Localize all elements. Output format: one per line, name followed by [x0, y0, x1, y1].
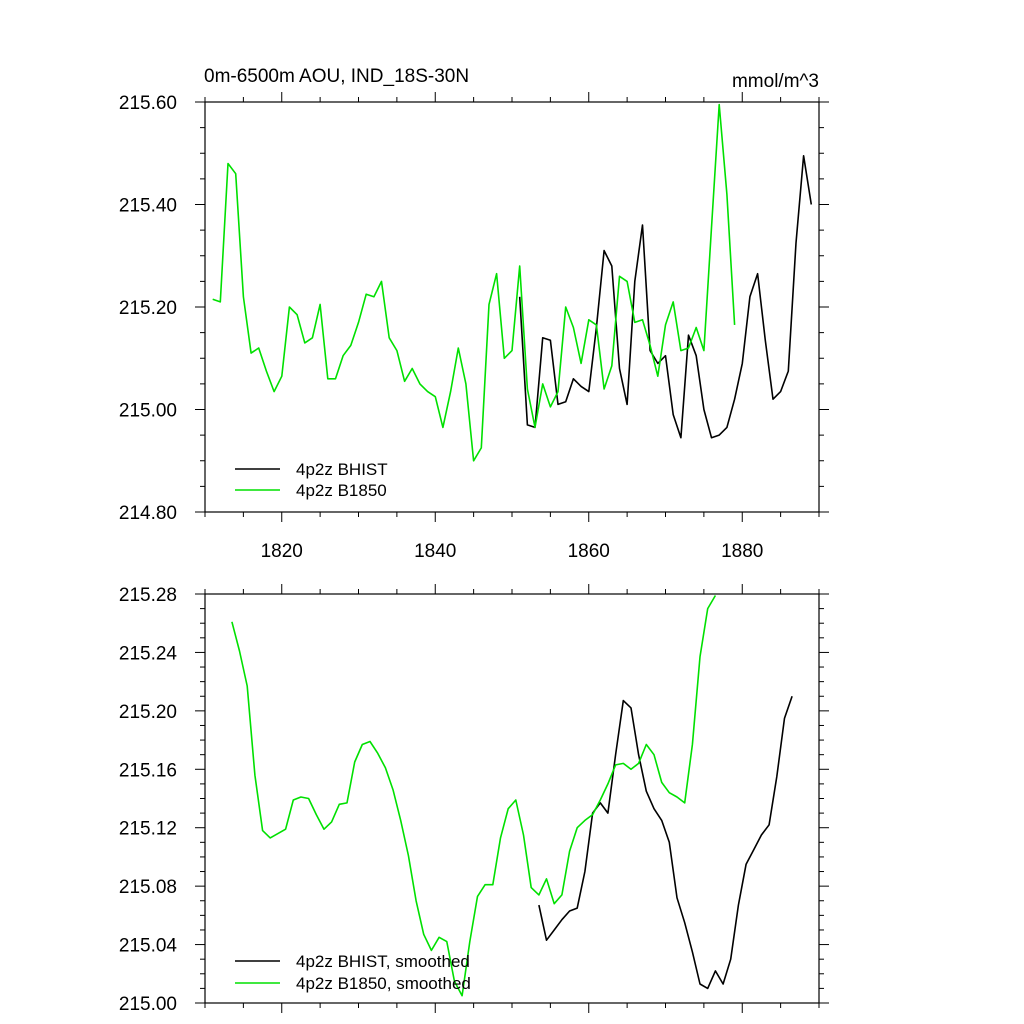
- y-tick-label: 215.20: [119, 298, 177, 319]
- series-line-b1850: [231, 595, 717, 997]
- y-tick-label: 215.00: [119, 994, 177, 1015]
- bottom-plot-area: 215.00 215.04 215.08 215.12 215.16 215.20 215.…: [119, 584, 829, 1015]
- series-line-b1850: [212, 103, 736, 462]
- y-tick-label: 215.12: [119, 819, 177, 840]
- series-line-bhist: [538, 695, 793, 990]
- y-tick-label: 215.00: [119, 401, 177, 422]
- y-tick-label: 215.08: [119, 877, 177, 898]
- top-legend: 4p2z BHIST 4p2z B1850: [235, 460, 388, 500]
- y-tick-label: 215.04: [119, 936, 178, 957]
- x-tick-label: 1840: [414, 541, 456, 562]
- top-plot-area: 1820 1840 1860 1880 214.80 215.00 215.20 215.40…: [119, 92, 829, 562]
- y-tick-label: 214.80: [119, 503, 177, 524]
- top-chart-panel: 0m-6500m AOU, IND_18S-30N mmol/m^3 1820 1…: [119, 66, 829, 562]
- x-tick-label: 1820: [261, 541, 303, 562]
- x-tick-label: 1880: [721, 541, 763, 562]
- y-tick-label: 215.24: [119, 643, 178, 664]
- legend-label-bhist: 4p2z BHIST: [296, 460, 388, 479]
- y-tick-label: 215.16: [119, 760, 177, 781]
- bottom-legend: 4p2z BHIST, smoothed 4p2z B1850, smoothe…: [235, 952, 471, 993]
- chart-title: 0m-6500m AOU, IND_18S-30N: [204, 66, 469, 87]
- legend-label-bhist-smoothed: 4p2z BHIST, smoothed: [296, 952, 470, 971]
- y-tick-label: 215.20: [119, 702, 177, 723]
- y-tick-label: 215.60: [119, 93, 177, 114]
- plot-frame: [204, 101, 820, 513]
- y-tick-label: 215.28: [119, 585, 177, 606]
- chart-units-label: mmol/m^3: [732, 71, 819, 92]
- bottom-chart-panel: 215.00 215.04 215.08 215.12 215.16 215.20 215.…: [119, 584, 829, 1015]
- legend-label-b1850: 4p2z B1850: [296, 481, 387, 500]
- x-tick-label: 1860: [568, 541, 610, 562]
- legend-label-b1850-smoothed: 4p2z B1850, smoothed: [296, 974, 471, 993]
- series-line-bhist: [518, 155, 813, 439]
- y-tick-label: 215.40: [119, 196, 177, 217]
